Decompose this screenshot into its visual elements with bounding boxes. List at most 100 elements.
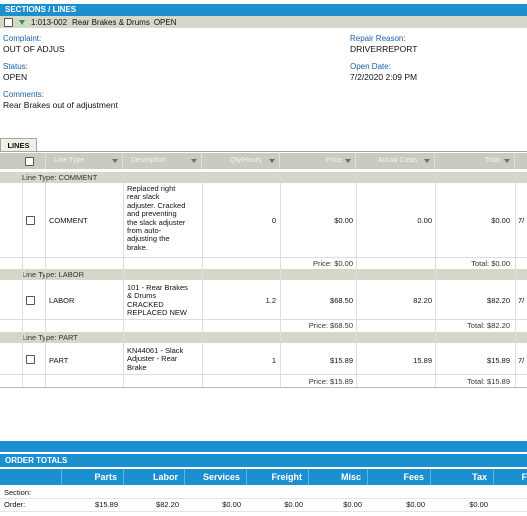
price-subtotal: Price: $15.89 (308, 377, 353, 386)
status-value: OPEN (3, 72, 28, 82)
grid-line (202, 183, 203, 387)
description-line: & Drums (127, 291, 157, 301)
col-line-type[interactable]: Line Type (46, 153, 123, 169)
description-line: Adjuster - Rear (127, 354, 178, 364)
ot-order-parts: $15.89 (95, 500, 118, 509)
repair-reason-value: DRIVERREPORT (350, 44, 418, 54)
sort-arrow-icon (191, 159, 197, 163)
comments-value: Rear Brakes out of adjustment (3, 100, 118, 110)
col-qty-label: Qty/Hours (230, 157, 262, 164)
total-subtotal: Total: $15.89 (467, 377, 510, 386)
price-cell: $15.89 (330, 356, 353, 365)
description-line: Brake (127, 362, 147, 372)
ot-order-freight: $0.00 (284, 500, 303, 509)
description-line: brake. (127, 242, 148, 252)
ot-order-misc: $0.00 (343, 500, 362, 509)
description-cell: Replaced right rear slack adjuster. Crac… (127, 184, 186, 252)
description-line: REPLACED NEW (127, 308, 188, 318)
sections-lines-header: SECTIONS / LINES (0, 4, 527, 16)
description-cell: KN44061 - Slack Adjuster - Rear Brake (127, 346, 184, 372)
description-line: adjusting the (127, 234, 170, 244)
total-cell: $15.89 (487, 356, 510, 365)
group-header-part: Line Type: PART (0, 332, 527, 343)
actual-cost-cell: 82.20 (413, 296, 432, 305)
panel-separator (0, 441, 527, 452)
col-price-label: Price (326, 157, 342, 164)
section-title: Rear Brakes & Drums (72, 17, 150, 27)
grid-line (123, 183, 124, 387)
description-line: and preventing (127, 209, 177, 219)
status-label: Status: (3, 62, 28, 71)
description-cell: 101 - Rear Brakes & Drums CRACKED REPLAC… (127, 283, 188, 318)
col-actual-costs[interactable]: Actual Costs (356, 153, 435, 169)
ot-order-tax: $0.00 (469, 500, 488, 509)
col-price[interactable]: Price (280, 153, 356, 169)
price-subtotal: Price: $0.00 (312, 259, 353, 268)
qty-cell: 0 (271, 216, 276, 225)
date-cell: 7/ (518, 216, 525, 225)
order-totals-header: ORDER TOTALS (0, 454, 527, 467)
total-subtotal: Total: $0.00 (471, 259, 510, 268)
comments-label: Comments: (3, 90, 44, 99)
open-date-label: Open Date: (350, 62, 391, 71)
col-date[interactable] (515, 153, 527, 169)
section-checkbox[interactable] (4, 17, 13, 27)
col-description-label: Description (131, 157, 167, 164)
tab-lines[interactable]: LINES (0, 138, 37, 152)
description-line: KN44061 - Slack (127, 346, 184, 355)
grid-line (280, 183, 281, 387)
col-actual-label: Actual Costs (378, 157, 418, 164)
ot-col-parts: Parts (62, 469, 124, 485)
col-total-label: Total (485, 157, 500, 164)
grid-line (22, 183, 23, 387)
row-checkbox[interactable] (26, 216, 35, 225)
section-status: OPEN (153, 17, 177, 27)
lines-grid-header: Line Type Description Qty/Hours Price Ac… (0, 153, 527, 169)
ot-order-labor: $82.20 (156, 500, 179, 509)
grid-line (356, 183, 357, 387)
qty-cell: 1.2 (265, 296, 276, 305)
row-divider (0, 498, 527, 499)
order-totals-columns: Parts Labor Services Freight Misc Fees T… (0, 469, 527, 485)
select-all-cell (0, 153, 46, 169)
col-total[interactable]: Total (435, 153, 515, 169)
description-line: rear slack (127, 192, 160, 202)
col-qty-hours[interactable]: Qty/Hours (202, 153, 280, 169)
section-row[interactable]: 1:013-002 Rear Brakes & Drums OPEN (0, 16, 527, 28)
open-date-value: 7/2/2020 2:09 PM (350, 72, 418, 82)
ot-col-misc: Misc (309, 469, 368, 485)
row-divider (0, 511, 527, 512)
grid-bottom-border (0, 387, 527, 388)
select-all-checkbox[interactable] (25, 157, 34, 166)
complaint-value: OUT OF ADJUS (3, 44, 65, 54)
grid-line (435, 183, 436, 387)
tab-divider (0, 151, 527, 152)
sort-arrow-icon (112, 159, 118, 163)
description-line: Replaced right (127, 184, 176, 193)
date-cell: 7/ (518, 296, 525, 305)
ot-col-fees: Fees (368, 469, 431, 485)
expand-triangle-icon[interactable] (19, 19, 25, 25)
description-line: from auto- (127, 226, 162, 236)
complaint-label: Complaint: (3, 34, 42, 43)
col-description[interactable]: Description (123, 153, 202, 169)
description-line: 101 - Rear Brakes (127, 283, 188, 292)
ot-label-col (0, 469, 62, 485)
col-line-type-label: Line Type (54, 157, 85, 164)
actual-cost-cell: 0.00 (417, 216, 432, 225)
row-divider (0, 374, 527, 375)
row-checkbox[interactable] (26, 355, 35, 364)
ot-order-fees: $0.00 (406, 500, 425, 509)
sort-arrow-icon (504, 159, 510, 163)
description-line: the slack adjuster (127, 217, 186, 227)
line-type-cell: COMMENT (49, 216, 88, 225)
price-cell: $68.50 (330, 296, 353, 305)
row-divider (0, 257, 527, 258)
row-checkbox[interactable] (26, 296, 35, 305)
ot-row-section-label: Section: (4, 488, 32, 497)
sort-arrow-icon (345, 159, 351, 163)
grid-line (515, 183, 516, 387)
price-cell: $0.00 (334, 216, 353, 225)
description-line: adjuster. Cracked (127, 200, 186, 210)
line-type-cell: PART (49, 356, 69, 365)
